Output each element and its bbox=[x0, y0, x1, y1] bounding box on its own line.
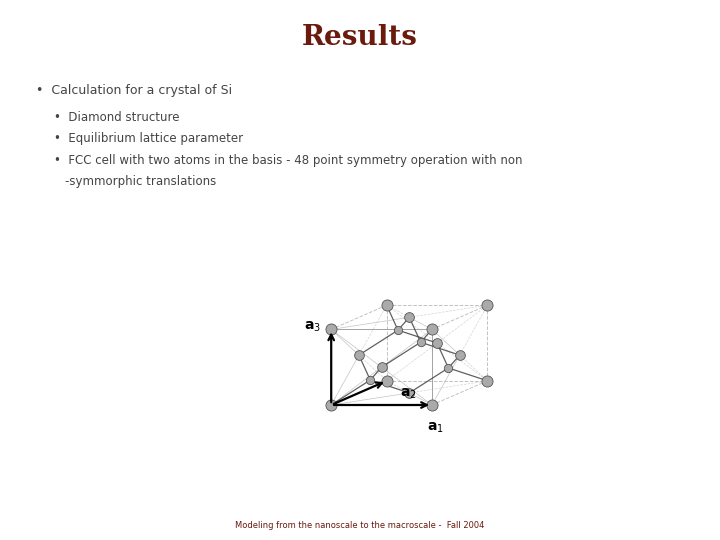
Text: Modeling from the nanoscale to the macroscale -  Fall 2004: Modeling from the nanoscale to the macro… bbox=[235, 521, 485, 530]
Text: $\mathbf{a}_2$: $\mathbf{a}_2$ bbox=[400, 386, 416, 401]
Text: $\mathbf{a}_1$: $\mathbf{a}_1$ bbox=[427, 420, 444, 435]
Text: Results: Results bbox=[302, 24, 418, 51]
Text: -symmorphic translations: -symmorphic translations bbox=[65, 176, 216, 188]
Text: •  Equilibrium lattice parameter: • Equilibrium lattice parameter bbox=[54, 132, 243, 145]
Text: •  FCC cell with two atoms in the basis - 48 point symmetry operation with non: • FCC cell with two atoms in the basis -… bbox=[54, 154, 523, 167]
Text: •  Diamond structure: • Diamond structure bbox=[54, 111, 179, 124]
Text: $\mathbf{a}_3$: $\mathbf{a}_3$ bbox=[304, 320, 320, 334]
Text: •  Calculation for a crystal of Si: • Calculation for a crystal of Si bbox=[36, 84, 232, 97]
